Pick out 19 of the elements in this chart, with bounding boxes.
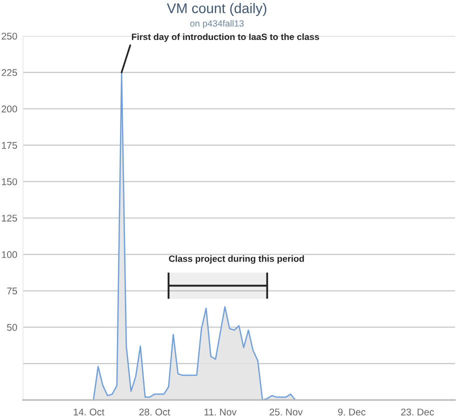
y-tick-label: 200: [2, 106, 18, 112]
y-tick-label: 175: [2, 142, 18, 149]
x-tick-label: 9. Dec: [338, 408, 366, 416]
y-tick-label: 225: [2, 69, 18, 76]
x-tick-label: 14. Oct: [74, 408, 104, 416]
y-tick-label: 150: [2, 178, 18, 186]
chart-title: VM count (daily): [166, 3, 266, 16]
band-label: Class project during this period: [168, 255, 304, 264]
x-tick-label: 11. Nov: [204, 408, 237, 416]
y-tick-label: 100: [2, 251, 18, 258]
y-tick-label: 125: [2, 214, 18, 222]
x-tick-label: 28. Oct: [139, 408, 170, 416]
y-tick-label: 75: [7, 288, 18, 294]
annotation: First day of introduction to IaaS to the class: [132, 33, 320, 42]
y-tick-label: 50: [7, 324, 18, 331]
y-tick-label: 250: [2, 32, 18, 40]
chart-subtitle: on p434fall13: [190, 20, 244, 28]
x-tick-label: 25. Nov: [270, 408, 303, 416]
x-tick-label: 23. Dec: [401, 408, 434, 416]
